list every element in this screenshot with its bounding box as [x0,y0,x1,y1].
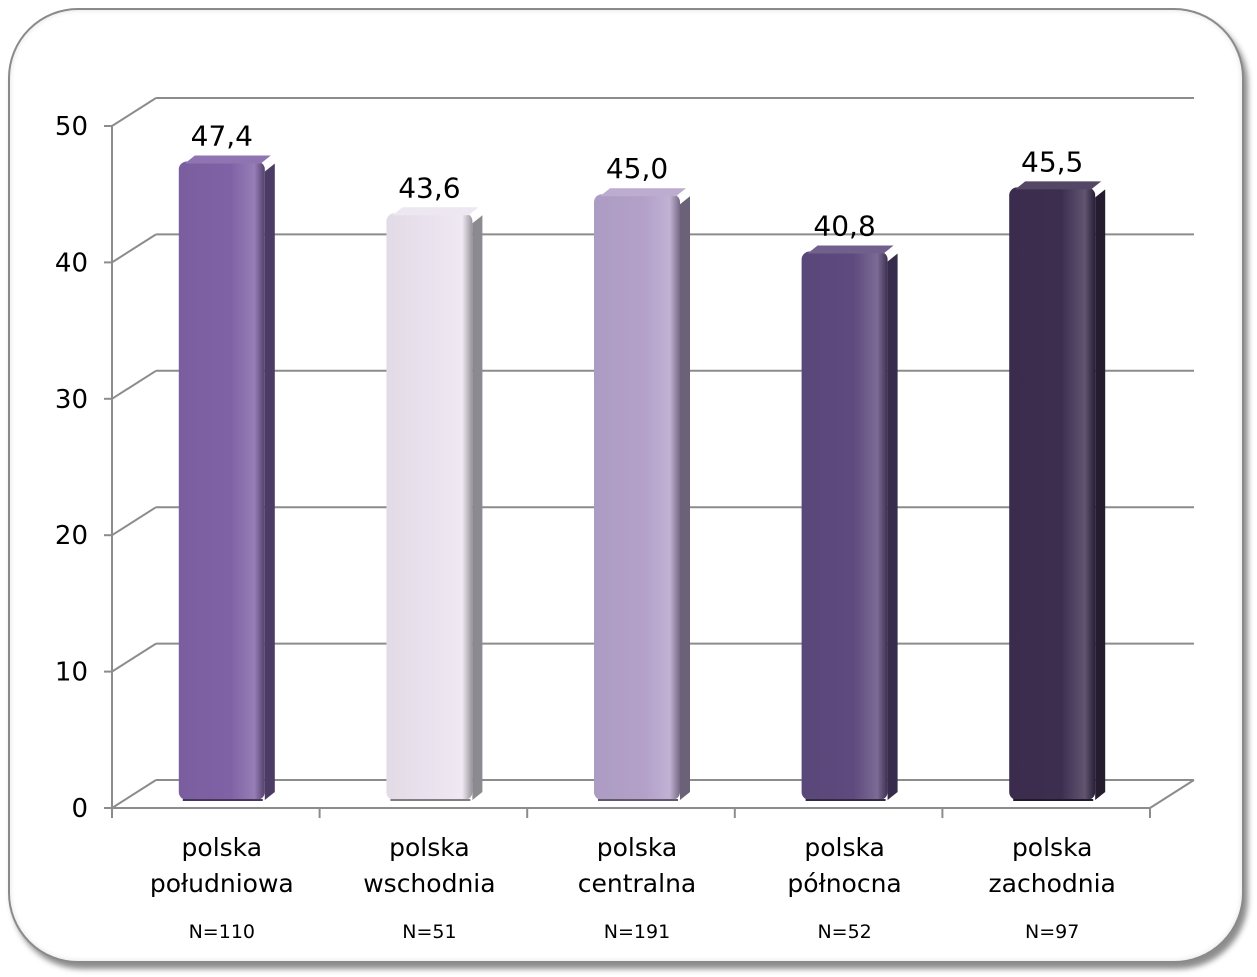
data-label: 47,4 [191,119,253,152]
y-tick-label: 50 [55,112,88,142]
sample-size-label: N=191 [604,921,670,943]
bar-front [594,194,680,800]
x-tick-label: polska [804,833,885,862]
bar-side [1095,189,1106,800]
x-tick-label: południowa [150,869,294,898]
x-tick-label: centralna [578,869,696,898]
bar [801,245,898,801]
axes [104,125,1195,818]
bar-side [887,253,898,800]
x-tick-label: zachodnia [989,869,1116,898]
y-tick-label: 20 [55,521,88,551]
bar-front [178,161,265,801]
y-tick-label: 0 [71,794,88,824]
floor-right-edge [1149,779,1195,809]
bar-front [386,213,473,800]
sample-size-label: N=110 [189,921,255,943]
bars [178,155,1106,801]
data-label: 45,0 [606,152,668,185]
bar-front [1009,187,1096,800]
bar [178,155,275,801]
grid-diagonal [111,642,157,673]
data-label: 40,8 [813,209,875,242]
x-tick-label: polska [1012,833,1093,862]
bar-top [184,155,271,164]
data-label: 43,6 [398,171,460,204]
sample-size-label: N=51 [402,921,456,943]
data-label: 45,5 [1021,145,1083,178]
y-tick-label: 30 [55,385,88,415]
grid-diagonal [111,369,157,400]
bar-front [801,251,888,800]
labels: 0 10 20 30 40 50 47,4 polska południowa N=110 43,6… [55,112,1116,943]
grid-diagonal [111,233,157,264]
x-tick-label: polska [597,833,678,862]
bar [386,207,483,801]
x-tick-label: wschodnia [363,869,495,898]
bar-top [392,207,479,216]
bar-side [680,196,690,800]
bar-side [264,163,275,801]
x-tick-label: polska [389,833,470,862]
bar [1009,181,1106,801]
x-tick-label: polska [182,833,263,862]
bar-top [600,188,686,197]
y-tick-label: 40 [55,248,88,278]
bar-top [807,245,894,254]
y-tick-label: 10 [55,658,88,688]
grid-diagonal [111,779,157,809]
grid-diagonal [111,506,157,537]
sample-size-label: N=97 [1025,921,1079,943]
bar-side [472,215,483,800]
bar [594,188,690,801]
grid-diagonal [111,97,157,127]
bar-top [1015,181,1102,190]
x-tick-label: północna [787,869,901,898]
sample-size-label: N=52 [817,921,871,943]
